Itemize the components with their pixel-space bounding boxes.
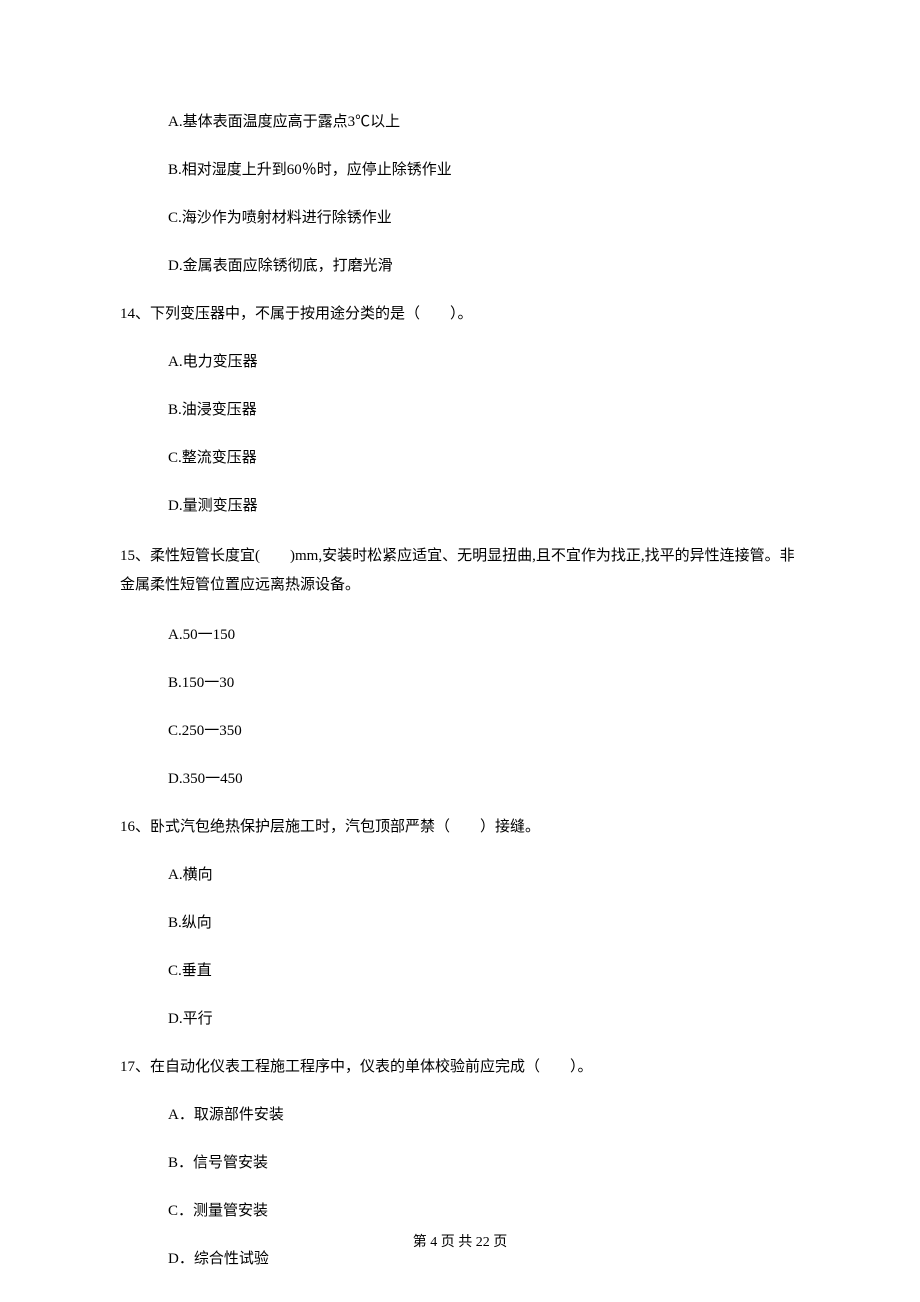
q17-option-a: A．取源部件安装 [168, 1103, 800, 1127]
q14-option-c: C.整流变压器 [168, 446, 800, 470]
q16-option-c: C.垂直 [168, 959, 800, 983]
q16-stem: 16、卧式汽包绝热保护层施工时，汽包顶部严禁（ ）接缝。 [120, 815, 800, 839]
q16-option-a: A.横向 [168, 863, 800, 887]
q13-option-a: A.基体表面温度应高于露点3℃以上 [168, 110, 800, 134]
q16-option-d: D.平行 [168, 1007, 800, 1031]
q13-option-d: D.金属表面应除锈彻底，打磨光滑 [168, 254, 800, 278]
q13-option-b: B.相对湿度上升到60％时，应停止除锈作业 [168, 158, 800, 182]
document-body: A.基体表面温度应高于露点3℃以上 B.相对湿度上升到60％时，应停止除锈作业 … [0, 0, 920, 1271]
page-footer: 第 4 页 共 22 页 [0, 1232, 920, 1254]
q14-option-b: B.油浸变压器 [168, 398, 800, 422]
q15-stem: 15、柔性短管长度宜( )mm,安装时松紧应适宜、无明显扭曲,且不宜作为找正,找… [120, 542, 800, 599]
q15-option-d: D.350一450 [168, 767, 800, 791]
q15-option-b: B.150一30 [168, 671, 800, 695]
q16-option-b: B.纵向 [168, 911, 800, 935]
q17-option-b: B．信号管安装 [168, 1151, 800, 1175]
q14-stem: 14、下列变压器中，不属于按用途分类的是（ ）。 [120, 302, 800, 326]
q14-option-d: D.量测变压器 [168, 494, 800, 518]
q17-option-c: C．测量管安装 [168, 1199, 800, 1223]
q15-option-a: A.50一150 [168, 623, 800, 647]
q13-option-c: C.海沙作为喷射材料进行除锈作业 [168, 206, 800, 230]
q14-option-a: A.电力变压器 [168, 350, 800, 374]
q17-stem: 17、在自动化仪表工程施工程序中，仪表的单体校验前应完成（ ）。 [120, 1055, 800, 1079]
q15-option-c: C.250一350 [168, 719, 800, 743]
